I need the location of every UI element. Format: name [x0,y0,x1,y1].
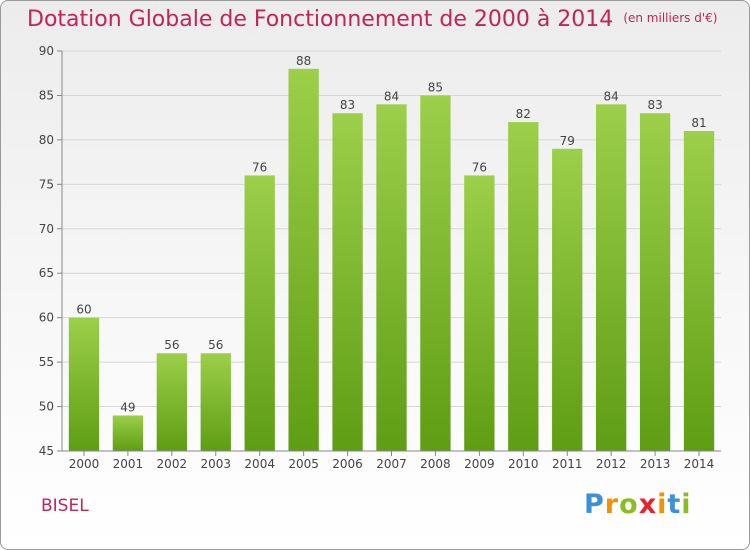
y-tick-label: 65 [39,266,54,280]
x-tick-label: 2012 [596,457,627,471]
x-tick-label: 2011 [552,457,583,471]
y-tick-label: 85 [39,88,54,102]
y-tick-label: 75 [39,177,54,191]
bar-2009 [464,175,495,451]
title-text: Dotation Globale de Fonctionnement de 20… [27,7,614,32]
bar-value-label: 60 [76,303,91,317]
x-tick-label: 2007 [376,457,407,471]
bar-2008 [420,95,451,451]
bar-value-label: 56 [208,338,223,352]
bar-2007 [376,104,407,451]
bar-value-label: 83 [340,98,355,112]
bar-value-label: 82 [516,107,531,121]
x-tick-label: 2006 [332,457,363,471]
x-tick-label: 2003 [200,457,231,471]
x-tick-label: 2009 [464,457,495,471]
bar-value-label: 85 [428,80,443,94]
bar-2006 [332,113,363,451]
bar-value-labels: 60 49 56 56 76 88 83 84 85 76 82 79 84 83 81 [76,54,706,415]
y-tick-label: 45 [39,444,54,458]
y-tick-label: 60 [39,311,54,325]
x-tick-label: 2010 [508,457,539,471]
x-tick-label: 2000 [69,457,100,471]
bar-2004 [244,175,275,451]
bar-2002 [156,353,187,451]
bar-value-label: 81 [691,116,706,130]
x-tick-label: 2005 [288,457,319,471]
bar-2005 [288,68,319,452]
bar-value-label: 76 [472,160,487,174]
y-tick-label: 90 [39,44,54,58]
x-tick-label: 2013 [640,457,671,471]
y-tick-label: 80 [39,133,54,147]
y-tick-label: 70 [39,222,54,236]
y-tick-label: 55 [39,355,54,369]
proxiti-logo: Proxiti [584,489,692,520]
unit-label: (en milliers d'€) [623,11,718,25]
bar-value-label: 84 [384,89,399,103]
bar-value-label: 79 [560,134,575,148]
bar-2001 [112,415,144,451]
bar-value-label: 49 [120,400,135,414]
x-tick-label: 2004 [244,457,275,471]
bar-value-label: 84 [604,89,619,103]
bar-2011 [552,148,583,451]
x-tick-labels: 2000 2001 2002 2003 2004 2005 2006 2007 2008 2009… [69,451,715,471]
bar-value-label: 83 [647,98,662,112]
chart-title: Dotation Globale de Fonctionnement de 20… [27,7,717,32]
commune-name: BISEL [41,496,89,516]
y-tick-labels: 45 50 55 60 65 70 75 80 85 90 [39,44,54,458]
bar-value-label: 76 [252,160,267,174]
x-tick-label: 2008 [420,457,451,471]
bars [68,68,715,452]
bar-2014 [683,131,715,451]
x-tick-label: 2001 [113,457,144,471]
bar-value-label: 56 [164,338,179,352]
bar-2000 [68,317,100,451]
x-tick-label: 2002 [157,457,188,471]
y-tick-label: 50 [39,400,54,414]
bar-2013 [639,113,671,451]
bar-2003 [200,353,231,451]
bar-2010 [508,122,539,451]
bar-2012 [596,104,627,451]
x-tick-label: 2014 [684,457,715,471]
bar-value-label: 88 [296,54,311,68]
